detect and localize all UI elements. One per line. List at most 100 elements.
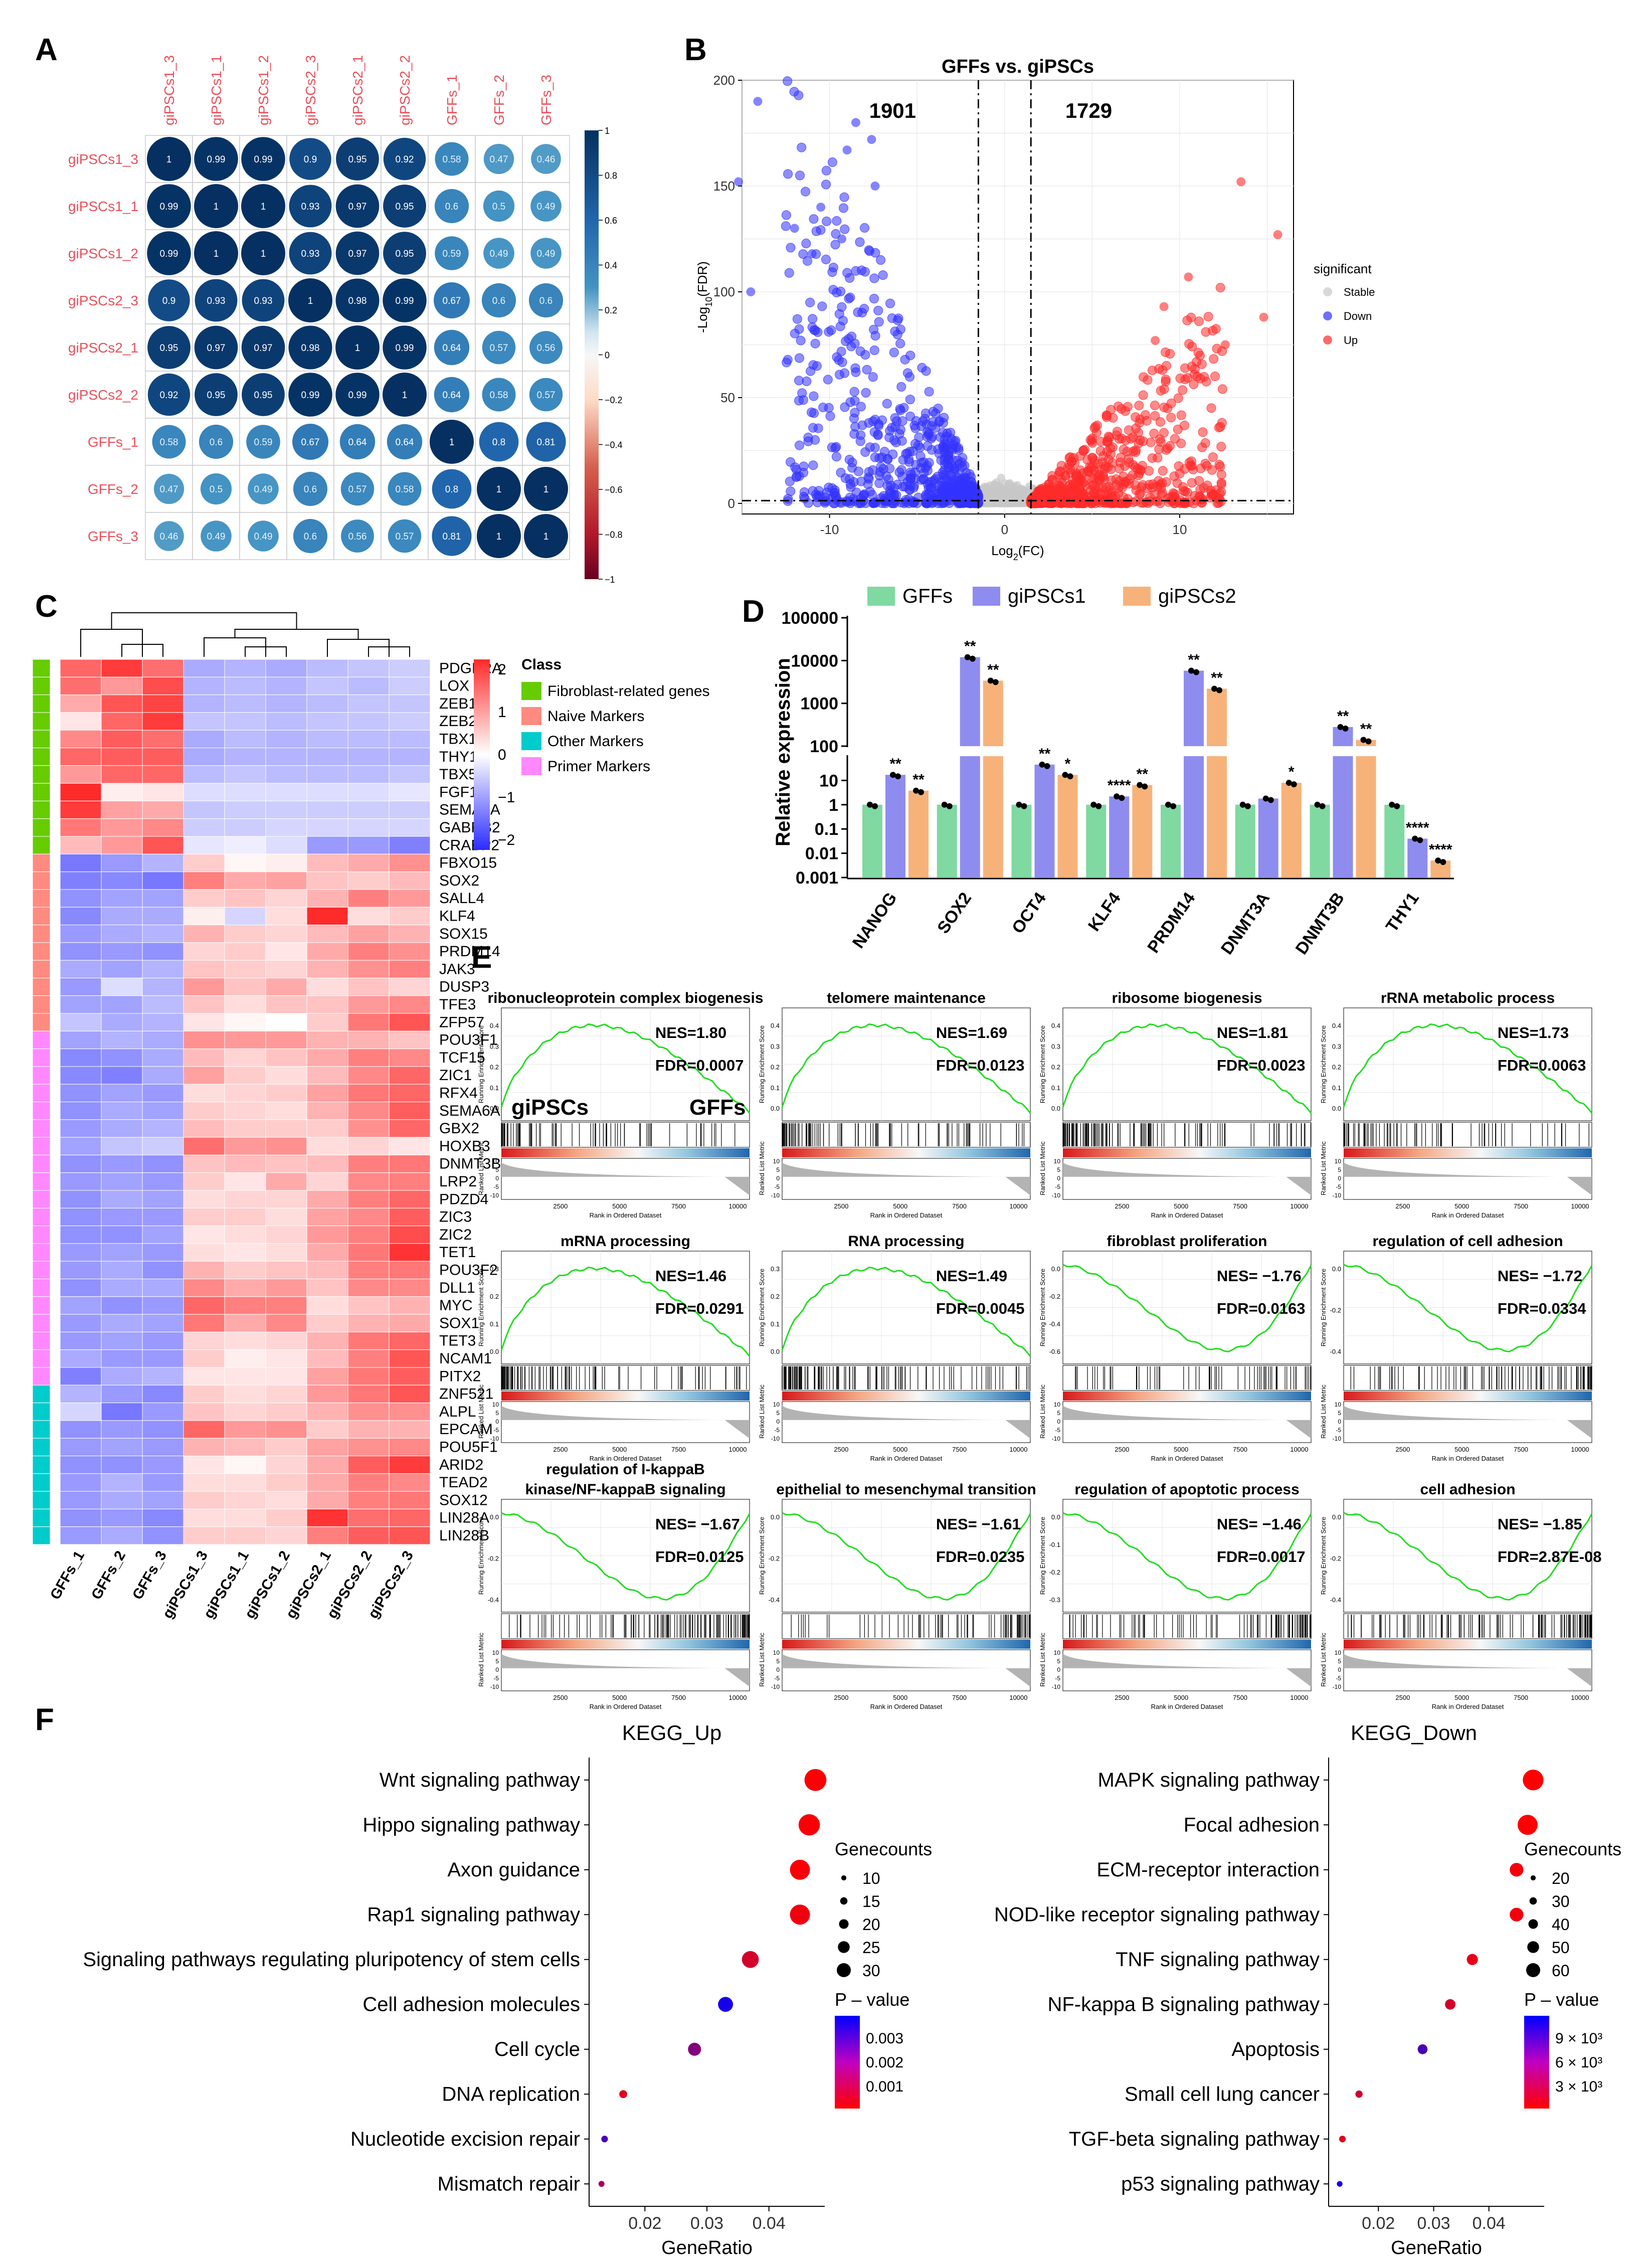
heatmap-cell <box>60 1102 102 1120</box>
hit-frame <box>1062 1365 1312 1391</box>
legend-title: significant <box>1314 261 1372 276</box>
point-up <box>1123 402 1133 412</box>
correlation-circle <box>524 467 568 511</box>
point-up <box>1200 458 1210 468</box>
correlation-value: 0.49 <box>207 532 226 542</box>
y-tick-label: 0.2 <box>771 1293 780 1300</box>
point-down <box>851 487 861 497</box>
heatmap-cell <box>389 1473 431 1492</box>
correlation-circle <box>147 137 191 181</box>
replicate-point <box>872 803 878 809</box>
point-down <box>851 118 860 127</box>
heatmap-cell <box>101 836 143 854</box>
gene-label: ARID2 <box>439 1457 483 1473</box>
heatmap-cell <box>265 1226 307 1244</box>
point-down <box>916 463 926 473</box>
heatmap-cell <box>60 1349 102 1368</box>
heatmap-cell <box>60 1438 102 1456</box>
class-annotation <box>32 748 51 766</box>
correlation-value: 0.99 <box>396 343 414 354</box>
column-label: giPSCs2_2 <box>397 55 413 125</box>
point-down <box>783 169 793 179</box>
point-down <box>877 415 887 425</box>
x-tick-label: 7500 <box>1233 1202 1247 1210</box>
heatmap-cell <box>224 1137 266 1155</box>
point-down <box>817 301 827 311</box>
heatmap-cell <box>347 1154 390 1173</box>
up-count: 1729 <box>1065 99 1112 122</box>
heatmap-cell <box>265 1102 307 1120</box>
x-axis-title: Rank in Ordered Dataset <box>1432 1211 1504 1219</box>
point-down <box>801 239 811 249</box>
x-tick-label: 2500 <box>1395 1446 1410 1453</box>
heatmap-cell <box>306 1049 348 1067</box>
replicate-point <box>1319 803 1326 809</box>
heatmap-cell <box>347 800 390 819</box>
heatmap-cell <box>347 1473 390 1492</box>
correlation-value: 0.95 <box>254 390 273 401</box>
replicate-point <box>946 803 953 809</box>
heatmap-cell <box>347 1349 390 1368</box>
heatmap-cell <box>101 818 143 837</box>
heatmap-cell <box>142 1154 184 1173</box>
class-legend-title: Class <box>521 656 562 673</box>
heatmap-cell <box>306 1420 348 1439</box>
point-down <box>869 345 879 356</box>
point-down <box>954 479 964 489</box>
heatmap-cell <box>142 1331 184 1350</box>
heatmap-cell <box>306 1314 348 1332</box>
point-up <box>1076 474 1086 484</box>
point-down <box>792 471 802 481</box>
class-annotation <box>32 783 51 801</box>
point-up <box>1165 441 1175 451</box>
class-annotation <box>32 1102 51 1120</box>
correlation-circle <box>241 137 285 181</box>
heatmap-cell <box>389 748 431 766</box>
heatmap-cell <box>224 1331 266 1350</box>
gene-label: ZEB2 <box>439 713 477 730</box>
heatmap-cell <box>142 1102 184 1120</box>
point-up <box>1215 422 1225 432</box>
heatmap-cell <box>347 925 390 943</box>
heatmap-cell <box>265 1331 307 1350</box>
heatmap-cell <box>389 907 431 925</box>
y-tick-label: 0.0 <box>1332 1265 1341 1273</box>
point-down <box>910 474 920 484</box>
metric-tick-label: -10 <box>490 1683 499 1690</box>
heatmap-cell <box>347 960 390 978</box>
class-annotation <box>32 853 51 873</box>
bar <box>1057 775 1078 878</box>
bar <box>885 775 905 878</box>
fdr-value: FDR=0.0007 <box>655 1057 744 1074</box>
heatmap-cell <box>101 1491 143 1509</box>
heatmap-cell <box>183 1030 225 1050</box>
heatmap-cell <box>101 783 143 801</box>
point-down <box>863 479 873 489</box>
fdr-value: FDR=0.0163 <box>1217 1300 1306 1317</box>
y-tick-label: 0.3 <box>1332 1042 1341 1050</box>
correlation-value: 0.64 <box>443 390 461 401</box>
heatmap-cell <box>142 1473 184 1492</box>
heatmap-cell <box>60 694 102 713</box>
x-axis-title: Rank in Ordered Dataset <box>1151 1211 1223 1219</box>
point-down <box>821 165 831 176</box>
heatmap-cell <box>389 995 431 1014</box>
significance-stars: **** <box>1108 777 1131 794</box>
gene-label: NCAM1 <box>439 1350 492 1367</box>
heatmap-cell <box>224 818 266 837</box>
heatmap-cell <box>265 783 307 801</box>
gene-label: TET3 <box>439 1333 476 1349</box>
gsea-title: fibroblast proliferation <box>1107 1233 1267 1250</box>
heatmap-cell <box>306 1154 348 1173</box>
point-up <box>1175 373 1185 383</box>
significance-stars: **** <box>1429 841 1452 858</box>
point-down <box>821 254 831 264</box>
heatmap-cell <box>306 1190 348 1208</box>
metric-tick-label: 0 <box>1057 1418 1060 1425</box>
replicate-point <box>1440 859 1446 865</box>
heatmap-cell <box>347 1279 390 1297</box>
point-up <box>1182 315 1192 325</box>
fdr-value: FDR=0.0123 <box>936 1057 1025 1074</box>
correlation-circle <box>434 329 470 366</box>
gsea-plot: 0.4 0.3 0.2 0.1 0.0 Running Enrichment Score 1… <box>477 990 764 1219</box>
